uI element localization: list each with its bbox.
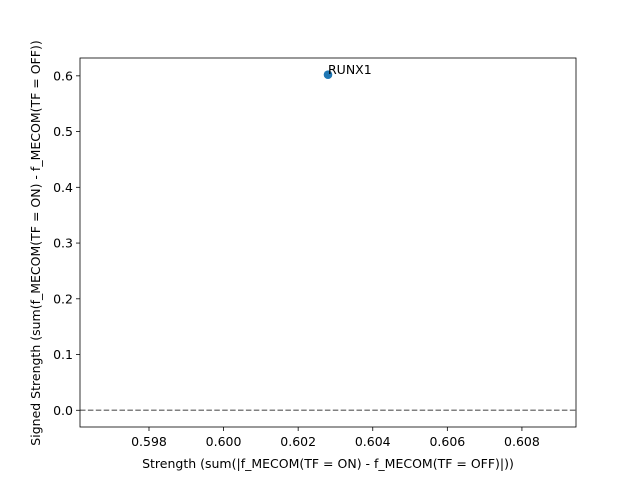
data-point-label: RUNX1 (328, 62, 372, 77)
x-tick-label: 0.608 (504, 434, 540, 449)
y-tick-label: 0.3 (53, 236, 73, 251)
y-tick-label: 0.0 (53, 403, 73, 418)
x-tick-label: 0.606 (429, 434, 465, 449)
y-axis-label: Signed Strength (sum(f_MECOM(TF = ON) - … (28, 40, 43, 445)
data-point (323, 70, 333, 80)
x-tick-label: 0.602 (280, 434, 316, 449)
axes-frame (79, 57, 577, 428)
x-tick-label: 0.600 (206, 434, 242, 449)
y-tick-label: 0.6 (53, 68, 73, 83)
y-tick-label: 0.2 (53, 291, 73, 306)
y-tick-label: 0.4 (53, 180, 73, 195)
y-tick-label: 0.1 (53, 347, 73, 362)
plot-area: RUNX1 0.598 0.600 0.602 0.604 0.606 0.608 0.0 0.… (53, 57, 577, 449)
x-tick-label: 0.598 (131, 434, 167, 449)
x-axis-label: Strength (sum(|f_MECOM(TF = ON) - f_MECO… (142, 456, 514, 471)
x-tick-label: 0.604 (355, 434, 391, 449)
y-tick-label: 0.5 (53, 124, 73, 139)
